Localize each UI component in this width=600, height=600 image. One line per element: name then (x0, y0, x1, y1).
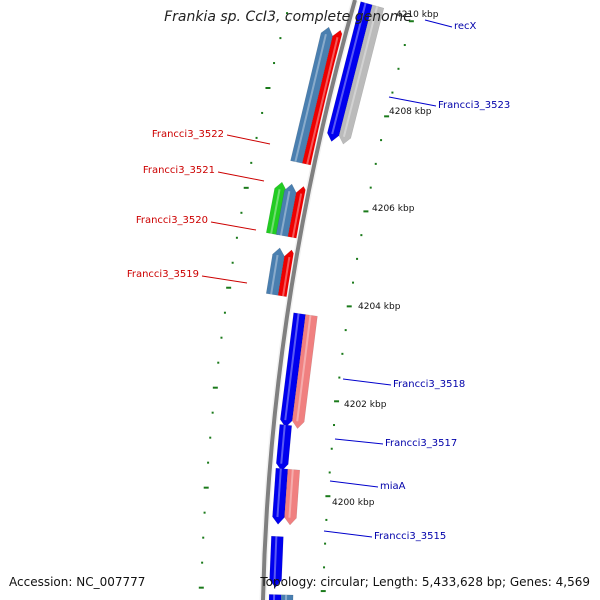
gene-feature-arrow (338, 4, 385, 145)
gene-feature-shine (284, 313, 300, 421)
gene-feature-shine (273, 536, 278, 581)
gene-feature-arrow (275, 183, 297, 237)
scale-label: 4202 kbp (344, 400, 387, 410)
gene-feature-arrow (269, 535, 284, 588)
gene-feature-arrow (276, 424, 293, 472)
gene-feature-shine (276, 468, 282, 518)
gene-feature-shine (296, 315, 312, 422)
scale-label: 4206 kbp (372, 204, 415, 214)
gene-feature-shine (291, 193, 303, 238)
accession-label: Accession: NC_007777 (9, 575, 146, 589)
gene-feature-arrow (265, 181, 287, 236)
gene-feature-arrow (327, 1, 373, 142)
gene-label-leader (217, 171, 265, 182)
feature-track (265, 1, 385, 600)
gene-label[interactable]: Francci3_3515 (374, 531, 446, 542)
labels: 4200 kbp 4202 kbp 4204 kbp 4206 kbp 4208 kbp… (127, 10, 510, 542)
genome-title: Frankia sp. CcI3, complete genome (164, 9, 412, 25)
gene-feature-shine (282, 256, 291, 297)
gene-label[interactable]: Francci3_3520 (136, 215, 208, 226)
gene-feature-shine (342, 6, 379, 137)
gene-label-leader (334, 438, 384, 445)
gene-label-leader (424, 19, 453, 28)
gene-feature-shine (288, 469, 294, 518)
gene-feature-arrow (284, 468, 301, 526)
gene-feature-shine (280, 191, 291, 236)
gene-feature-shine (280, 424, 286, 464)
scale-label: 4200 kbp (332, 498, 375, 508)
gene-label[interactable]: recX (454, 21, 477, 32)
gene-label[interactable]: Francci3_3521 (143, 165, 215, 176)
gene-label[interactable]: Francci3_3523 (438, 100, 510, 111)
gene-feature-shine (294, 33, 327, 163)
gene-label-leader (210, 221, 257, 231)
scale-label: 4210 kbp (396, 10, 439, 20)
gene-feature-shine (331, 2, 367, 135)
gene-feature-arrow (290, 26, 333, 164)
genome-backbone-line (261, 0, 357, 600)
gene-label[interactable]: miaA (380, 481, 406, 492)
gene-label-leader (226, 134, 271, 145)
gene-label[interactable]: Francci3_3517 (385, 438, 457, 449)
gene-label[interactable]: Francci3_3518 (393, 379, 465, 390)
tick-marks (198, 12, 414, 593)
scale-label: 4208 kbp (389, 107, 432, 117)
topology-label: Topology: circular; Length: 5,433,628 bp… (260, 575, 590, 589)
gene-feature-arrow (265, 247, 285, 296)
gene-feature-shine (270, 254, 279, 295)
gene-label-leader (201, 275, 248, 284)
scale-label: 4204 kbp (358, 302, 401, 312)
gene-label[interactable]: Francci3_3522 (152, 129, 224, 140)
gene-feature-arrow (280, 312, 306, 428)
gene-label[interactable]: Francci3_3519 (127, 269, 199, 280)
gene-feature-arrow (272, 467, 289, 525)
gene-feature-shine (270, 189, 281, 234)
gene-label-leader (323, 530, 373, 538)
gene-label-leader (388, 96, 437, 107)
gene-label-leader (342, 378, 392, 386)
gene-feature-shine (306, 37, 339, 165)
gene-feature-arrow (291, 314, 318, 430)
gene-feature-arrow (268, 594, 282, 600)
gene-label-leader (329, 480, 379, 488)
gene-feature-arrow (280, 594, 294, 600)
